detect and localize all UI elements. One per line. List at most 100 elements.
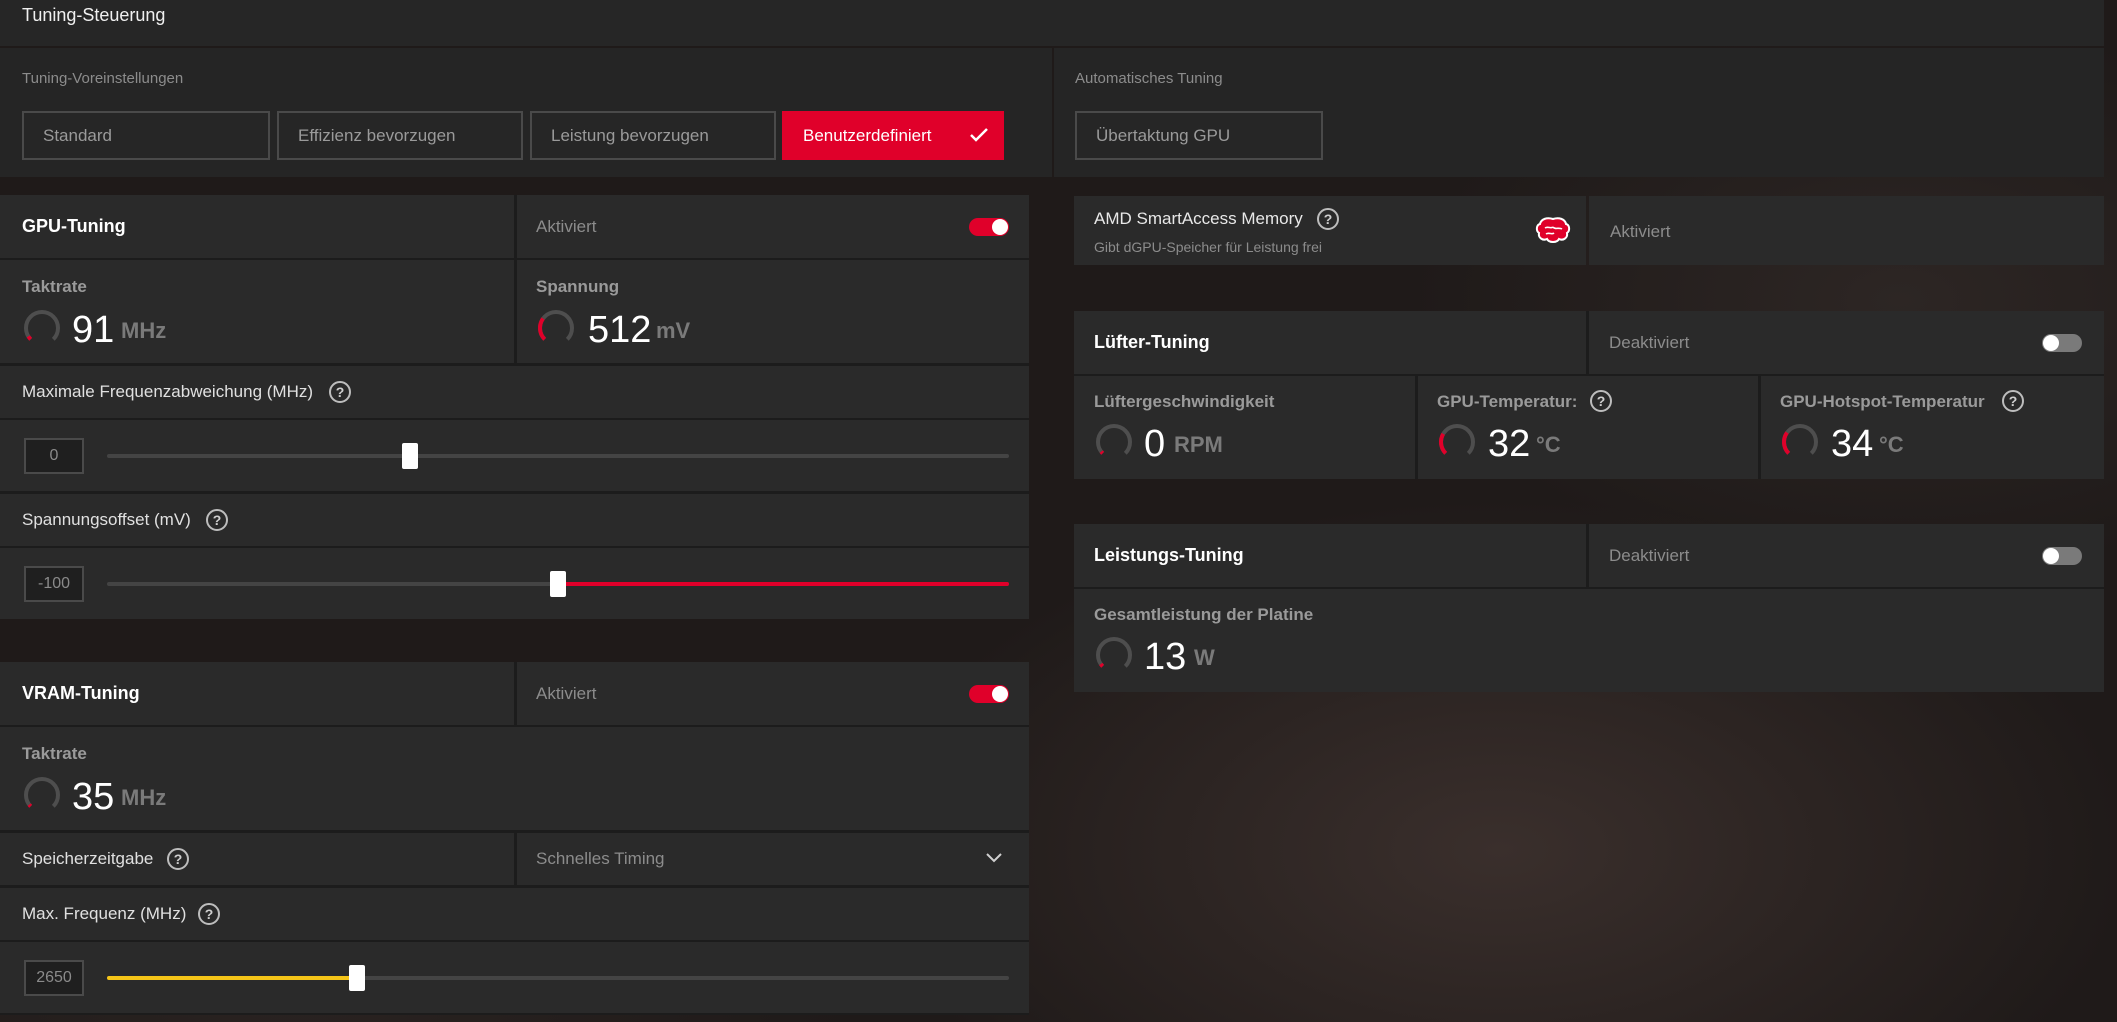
max-freq-offset-track[interactable] — [107, 454, 1009, 458]
voltage-offset-input[interactable]: -100 — [24, 566, 84, 602]
preset-efficiency[interactable]: Effizienz bevorzugen — [277, 111, 523, 160]
fan-speed-unit: RPM — [1174, 432, 1223, 457]
voltage-offset-header: Spannungsoffset (mV) ? — [0, 494, 1029, 546]
memory-timing-value: Schnelles Timing — [536, 849, 665, 868]
vram-clock-unit: MHz — [121, 785, 167, 810]
gauge-track — [538, 310, 574, 341]
vram-clock-cell: Taktrate 35 MHz — [0, 727, 1029, 830]
vram-tuning-title: VRAM-Tuning — [22, 683, 140, 703]
gauge-fill — [1099, 662, 1105, 668]
hotspot-temp-label: GPU-Hotspot-Temperatur — [1780, 392, 1985, 411]
gpu-tuning-title-cell: GPU-Tuning — [0, 195, 514, 258]
fan-tuning-title: Lüfter-Tuning — [1094, 332, 1210, 352]
vram-clock-value: 35 — [72, 776, 115, 818]
preset-performance[interactable]: Leistung bevorzugen — [530, 111, 776, 160]
preset-label: Leistung bevorzugen — [551, 126, 709, 145]
gpu-voltage-gauge — [538, 310, 574, 341]
vram-max-freq-fill — [107, 976, 357, 980]
gpu-voltage-cell: Spannung 512 mV — [517, 260, 1029, 363]
help-icon[interactable]: ? — [198, 903, 220, 925]
hotspot-temp-value: 34 — [1831, 423, 1874, 465]
chevron-down-icon — [986, 853, 1002, 863]
power-tuning-toggle[interactable] — [2042, 547, 2082, 565]
tuning-control-header: Tuning-Steuerung — [0, 0, 2104, 46]
auto-tuning-label: Automatisches Tuning — [1075, 70, 1223, 87]
gpu-temp-value: 32 — [1488, 423, 1531, 465]
fan-speed-cell: Lüftergeschwindigkeit 0 RPM — [1074, 376, 1415, 479]
help-icon[interactable]: ? — [2002, 390, 2024, 412]
help-icon[interactable]: ? — [167, 848, 189, 870]
board-power-unit: W — [1194, 645, 1215, 670]
fan-tuning-status: Deaktiviert — [1609, 333, 1690, 352]
fan-tuning-toggle[interactable] — [2042, 334, 2082, 352]
smart-access-status-cell[interactable]: Aktiviert — [1589, 196, 2104, 265]
max-freq-offset-header: Maximale Frequenzabweichung (MHz) ? — [0, 366, 1029, 418]
gauge-track — [1096, 637, 1132, 668]
memory-timing-label-cell: Speicherzeitgabe ? — [0, 833, 514, 885]
overclock-gpu-button[interactable]: Übertaktung GPU — [1075, 111, 1323, 160]
overclock-gpu-label: Übertaktung GPU — [1096, 126, 1231, 145]
smart-access-status: Aktiviert — [1610, 222, 1671, 241]
voltage-offset-label: Spannungsoffset (mV) — [22, 510, 191, 529]
vram-max-freq-thumb[interactable] — [348, 965, 365, 991]
voltage-offset-thumb[interactable] — [550, 571, 566, 597]
hotspot-temp-cell: GPU-Hotspot-Temperatur ? 34 °C — [1761, 376, 2104, 479]
vram-clock-label: Taktrate — [22, 744, 87, 763]
power-tuning-status: Deaktiviert — [1609, 546, 1690, 565]
gauge-track — [1439, 424, 1475, 455]
presets-label: Tuning-Voreinstellungen — [22, 70, 184, 87]
fan-tuning-status-cell[interactable]: Deaktiviert — [1589, 311, 2104, 374]
help-icon[interactable]: ? — [329, 381, 351, 403]
vram-tuning-status: Aktiviert — [536, 684, 597, 703]
gpu-clock-value: 91 — [72, 309, 115, 351]
gauge-track — [1096, 424, 1132, 455]
max-freq-offset-slider-row: 0 — [0, 420, 1029, 491]
max-freq-offset-thumb[interactable] — [402, 443, 419, 469]
gpu-temp-gauge — [1439, 424, 1475, 455]
vram-max-freq-header: Max. Frequenz (MHz) ? — [0, 888, 1029, 940]
preset-custom[interactable]: Benutzerdefiniert — [782, 111, 1004, 160]
vram-max-freq-label: Max. Frequenz (MHz) — [22, 904, 187, 923]
gpu-clock-label: Taktrate — [22, 277, 87, 296]
gauge-fill — [1782, 431, 1791, 455]
smart-access-subtitle: Gibt dGPU-Speicher für Leistung frei — [1094, 239, 1322, 255]
voltage-offset-slider-row: -100 — [0, 548, 1029, 619]
board-power-value: 13 — [1144, 636, 1187, 678]
help-icon[interactable]: ? — [1317, 208, 1339, 230]
vram-clock-gauge — [24, 777, 60, 808]
preset-label: Benutzerdefiniert — [803, 126, 932, 145]
gauge-fill — [27, 803, 33, 808]
gauge-track — [24, 310, 60, 341]
gpu-temp-label: GPU-Temperatur: — [1437, 392, 1578, 411]
vram-tuning-toggle[interactable] — [969, 685, 1009, 703]
fan-tuning-title-cell: Lüfter-Tuning — [1074, 311, 1586, 374]
memory-timing-label: Speicherzeitgabe — [22, 849, 154, 868]
gauge-fill — [1099, 450, 1105, 455]
gpu-clock-gauge — [24, 310, 60, 341]
memory-timing-dropdown[interactable]: Schnelles Timing — [517, 833, 1029, 885]
gpu-voltage-value: 512 — [588, 309, 652, 351]
board-power-cell: Gesamtleistung der Platine 13 W — [1074, 589, 2104, 692]
max-freq-offset-input[interactable]: 0 — [24, 438, 84, 474]
gpu-tuning-status-cell[interactable]: Aktiviert — [517, 195, 1029, 258]
gauge-track — [1782, 424, 1818, 455]
page-title: Tuning-Steuerung — [22, 5, 166, 25]
power-tuning-title: Leistungs-Tuning — [1094, 545, 1244, 565]
gpu-temp-cell: GPU-Temperatur: ? 32 °C — [1418, 376, 1758, 479]
power-tuning-status-cell[interactable]: Deaktiviert — [1589, 524, 2104, 587]
gpu-voltage-label: Spannung — [536, 277, 620, 296]
preset-standard[interactable]: Standard — [22, 111, 270, 160]
gauge-fill — [538, 317, 547, 341]
vram-max-freq-track[interactable] — [107, 976, 1009, 980]
vram-tuning-status-cell[interactable]: Aktiviert — [517, 662, 1029, 725]
gpu-tuning-toggle[interactable] — [969, 218, 1009, 236]
max-freq-offset-label: Maximale Frequenzabweichung (MHz) — [22, 382, 314, 401]
help-icon[interactable]: ? — [1590, 390, 1612, 412]
hotspot-temp-unit: °C — [1879, 432, 1904, 457]
voltage-offset-fill — [558, 582, 1009, 586]
vram-max-freq-input[interactable]: 2650 — [24, 960, 84, 996]
vram-max-freq-slider-row: 2650 — [0, 942, 1029, 1013]
help-icon[interactable]: ? — [206, 509, 228, 531]
preset-label: Standard — [43, 126, 112, 145]
fan-speed-gauge — [1096, 424, 1132, 455]
